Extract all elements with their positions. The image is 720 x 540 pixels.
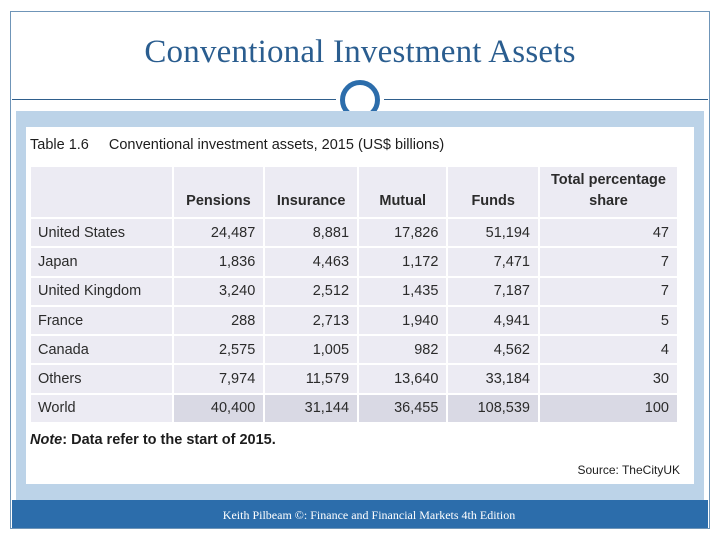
country-cell: Others — [31, 365, 172, 393]
table-image-panel: Table 1.6 Conventional investment assets… — [16, 111, 704, 500]
pensions-cell: 2,575 — [173, 336, 264, 364]
country-cell: Canada — [31, 336, 172, 364]
header-cell-empty — [31, 167, 172, 217]
header-cell-pensions: Pensions — [173, 167, 264, 217]
table-row: United States 24,487 8,881 17,826 51,194… — [31, 219, 677, 247]
country-cell: United States — [31, 219, 172, 247]
share-cell: 7 — [539, 277, 677, 305]
table-caption: Table 1.6 Conventional investment assets… — [30, 137, 444, 153]
funds-cell: 4,562 — [448, 336, 538, 364]
share-cell: 100 — [539, 394, 677, 423]
funds-cell: 33,184 — [448, 365, 538, 393]
table-row: Japan 1,836 4,463 1,172 7,471 7 — [31, 248, 677, 276]
header-cell-total-share: Total percentage share — [539, 167, 677, 217]
share-cell: 4 — [539, 336, 677, 364]
funds-cell: 7,471 — [448, 248, 538, 276]
mutual-cell: 13,640 — [359, 365, 447, 393]
header-cell-funds: Funds — [448, 167, 538, 217]
footer-credit: Keith Pilbeam ©: Finance and Financial M… — [222, 508, 516, 522]
share-cell: 30 — [539, 365, 677, 393]
mutual-cell: 982 — [359, 336, 447, 364]
country-cell: United Kingdom — [31, 277, 172, 305]
header-cell-insurance: Insurance — [265, 167, 358, 217]
table-title: Conventional investment assets, 2015 (US… — [108, 137, 445, 153]
share-cell: 7 — [539, 248, 677, 276]
table-row: Others 7,974 11,579 13,640 33,184 30 — [31, 365, 677, 393]
pensions-cell: 24,487 — [173, 219, 264, 247]
insurance-cell: 31,144 — [265, 394, 358, 423]
share-cell: 5 — [539, 306, 677, 335]
funds-cell: 51,194 — [448, 219, 538, 247]
country-cell: France — [31, 306, 172, 335]
table-row: Canada 2,575 1,005 982 4,562 4 — [31, 336, 677, 364]
pensions-cell: 288 — [173, 306, 264, 335]
insurance-cell: 2,713 — [265, 306, 358, 335]
pensions-cell: 1,836 — [173, 248, 264, 276]
title-divider-left — [12, 99, 336, 100]
pensions-cell: 3,240 — [173, 277, 264, 305]
insurance-cell: 2,512 — [265, 277, 358, 305]
table-source: Source: TheCityUK — [577, 463, 681, 477]
insurance-cell: 11,579 — [265, 365, 358, 393]
note-text: : Data refer to the start of 2015. — [62, 432, 276, 448]
share-cell: 47 — [539, 219, 677, 247]
mutual-cell: 17,826 — [359, 219, 447, 247]
funds-cell: 108,539 — [448, 394, 538, 423]
mutual-cell: 36,455 — [359, 394, 447, 423]
table-container: Table 1.6 Conventional investment assets… — [26, 127, 694, 484]
pensions-cell: 7,974 — [173, 365, 264, 393]
table-row: United Kingdom 3,240 2,512 1,435 7,187 7 — [31, 277, 677, 305]
table-note: Note: Data refer to the start of 2015. — [30, 432, 276, 448]
mutual-cell: 1,172 — [359, 248, 447, 276]
insurance-cell: 1,005 — [265, 336, 358, 364]
table-row: France 288 2,713 1,940 4,941 5 — [31, 306, 677, 335]
funds-cell: 7,187 — [448, 277, 538, 305]
table-header-row: Pensions Insurance Mutual Funds Total pe… — [31, 167, 677, 217]
header-cell-mutual: Mutual — [359, 167, 447, 217]
country-cell: Japan — [31, 248, 172, 276]
mutual-cell: 1,435 — [359, 277, 447, 305]
pensions-cell: 40,400 — [173, 394, 264, 423]
footer-bar — [12, 500, 708, 528]
country-cell: World — [31, 394, 172, 423]
slide-title: Conventional Investment Assets — [144, 34, 576, 70]
insurance-cell: 4,463 — [265, 248, 358, 276]
note-label: Note — [30, 432, 63, 448]
table-number: Table 1.6 — [30, 137, 89, 153]
investment-assets-table: Pensions Insurance Mutual Funds Total pe… — [29, 165, 679, 424]
title-divider-right — [384, 99, 708, 100]
mutual-cell: 1,940 — [359, 306, 447, 335]
slide-frame — [10, 11, 710, 529]
insurance-cell: 8,881 — [265, 219, 358, 247]
table-row-total: World 40,400 31,144 36,455 108,539 100 — [31, 394, 677, 423]
funds-cell: 4,941 — [448, 306, 538, 335]
